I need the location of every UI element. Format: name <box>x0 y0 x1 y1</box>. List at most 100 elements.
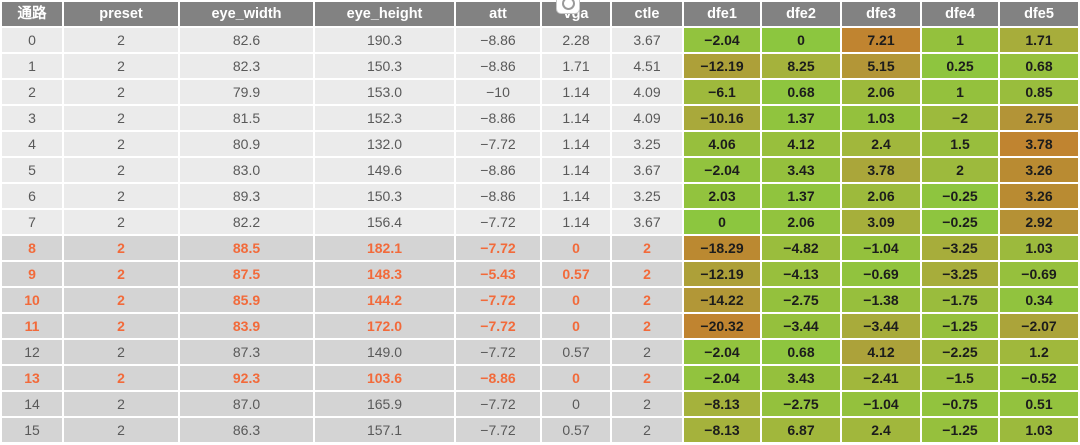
dfe5-cell[interactable]: 3.26 <box>1000 158 1078 182</box>
dfe4-cell[interactable]: −1.25 <box>922 418 998 442</box>
ctle-cell[interactable]: 3.25 <box>612 184 682 208</box>
col-header-preset[interactable]: preset <box>64 2 178 26</box>
eye-width-cell[interactable]: 85.9 <box>180 288 313 312</box>
channel-cell[interactable]: 3 <box>2 106 62 130</box>
eye-height-cell[interactable]: 103.6 <box>315 366 454 390</box>
dfe2-cell[interactable]: −4.82 <box>762 236 840 260</box>
dfe1-cell[interactable]: −2.04 <box>684 340 760 364</box>
ctle-cell[interactable]: 2 <box>612 236 682 260</box>
vga-cell[interactable]: 1.14 <box>542 184 610 208</box>
channel-cell[interactable]: 1 <box>2 54 62 78</box>
dfe1-cell[interactable]: 2.03 <box>684 184 760 208</box>
dfe4-cell[interactable]: −0.25 <box>922 210 998 234</box>
att-cell[interactable]: −10 <box>456 80 540 104</box>
att-cell[interactable]: −7.72 <box>456 392 540 416</box>
col-header-att[interactable]: att <box>456 2 540 26</box>
dfe2-cell[interactable]: 8.25 <box>762 54 840 78</box>
att-cell[interactable]: −7.72 <box>456 314 540 338</box>
dfe4-cell[interactable]: 2 <box>922 158 998 182</box>
preset-cell[interactable]: 2 <box>64 418 178 442</box>
dfe3-cell[interactable]: −1.38 <box>842 288 920 312</box>
att-cell[interactable]: −7.72 <box>456 132 540 156</box>
vga-cell[interactable]: 0 <box>542 288 610 312</box>
att-cell[interactable]: −7.72 <box>456 288 540 312</box>
channel-cell[interactable]: 12 <box>2 340 62 364</box>
vga-cell[interactable]: 0 <box>542 392 610 416</box>
dfe1-cell[interactable]: 0 <box>684 210 760 234</box>
channel-cell[interactable]: 0 <box>2 28 62 52</box>
preset-cell[interactable]: 2 <box>64 288 178 312</box>
col-header-dfe3[interactable]: dfe3 <box>842 2 920 26</box>
dfe5-cell[interactable]: −2.07 <box>1000 314 1078 338</box>
channel-cell[interactable]: 13 <box>2 366 62 390</box>
dfe2-cell[interactable]: 1.37 <box>762 184 840 208</box>
dfe5-cell[interactable]: 2.75 <box>1000 106 1078 130</box>
dfe1-cell[interactable]: −18.29 <box>684 236 760 260</box>
vga-cell[interactable]: 1.14 <box>542 132 610 156</box>
dfe3-cell[interactable]: 3.09 <box>842 210 920 234</box>
preset-cell[interactable]: 2 <box>64 340 178 364</box>
eye-width-cell[interactable]: 89.3 <box>180 184 313 208</box>
dfe3-cell[interactable]: 2.4 <box>842 418 920 442</box>
dfe3-cell[interactable]: −1.04 <box>842 392 920 416</box>
channel-cell[interactable]: 5 <box>2 158 62 182</box>
dfe3-cell[interactable]: 4.12 <box>842 340 920 364</box>
dfe3-cell[interactable]: 2.4 <box>842 132 920 156</box>
ctle-cell[interactable]: 4.09 <box>612 106 682 130</box>
eye-width-cell[interactable]: 87.0 <box>180 392 313 416</box>
dfe4-cell[interactable]: −1.75 <box>922 288 998 312</box>
ctle-cell[interactable]: 2 <box>612 262 682 286</box>
preset-cell[interactable]: 2 <box>64 54 178 78</box>
dfe2-cell[interactable]: 0 <box>762 28 840 52</box>
att-cell[interactable]: −7.72 <box>456 210 540 234</box>
dfe3-cell[interactable]: −3.44 <box>842 314 920 338</box>
dfe1-cell[interactable]: −2.04 <box>684 158 760 182</box>
eye-width-cell[interactable]: 80.9 <box>180 132 313 156</box>
att-cell[interactable]: −8.86 <box>456 28 540 52</box>
col-header-dfe5[interactable]: dfe5 <box>1000 2 1078 26</box>
vga-cell[interactable]: 2.28 <box>542 28 610 52</box>
dfe1-cell[interactable]: −2.04 <box>684 366 760 390</box>
channel-cell[interactable]: 11 <box>2 314 62 338</box>
ctle-cell[interactable]: 2 <box>612 340 682 364</box>
preset-cell[interactable]: 2 <box>64 262 178 286</box>
dfe2-cell[interactable]: 4.12 <box>762 132 840 156</box>
dfe5-cell[interactable]: 0.68 <box>1000 54 1078 78</box>
att-cell[interactable]: −8.86 <box>456 106 540 130</box>
dfe3-cell[interactable]: 2.06 <box>842 80 920 104</box>
preset-cell[interactable]: 2 <box>64 236 178 260</box>
dfe1-cell[interactable]: −20.32 <box>684 314 760 338</box>
vga-cell[interactable]: 0 <box>542 236 610 260</box>
dfe5-cell[interactable]: 3.78 <box>1000 132 1078 156</box>
eye-width-cell[interactable]: 81.5 <box>180 106 313 130</box>
channel-cell[interactable]: 14 <box>2 392 62 416</box>
vga-cell[interactable]: 0 <box>542 314 610 338</box>
col-header-eye-height[interactable]: eye_height <box>315 2 454 26</box>
eye-height-cell[interactable]: 132.0 <box>315 132 454 156</box>
dfe2-cell[interactable]: −3.44 <box>762 314 840 338</box>
dfe5-cell[interactable]: 2.92 <box>1000 210 1078 234</box>
dfe3-cell[interactable]: 5.15 <box>842 54 920 78</box>
dfe3-cell[interactable]: −2.41 <box>842 366 920 390</box>
preset-cell[interactable]: 2 <box>64 28 178 52</box>
ctle-cell[interactable]: 3.67 <box>612 158 682 182</box>
eye-height-cell[interactable]: 152.3 <box>315 106 454 130</box>
dfe2-cell[interactable]: −4.13 <box>762 262 840 286</box>
channel-cell[interactable]: 7 <box>2 210 62 234</box>
dfe4-cell[interactable]: −0.75 <box>922 392 998 416</box>
eye-width-cell[interactable]: 92.3 <box>180 366 313 390</box>
ctle-cell[interactable]: 2 <box>612 418 682 442</box>
dfe1-cell[interactable]: −10.16 <box>684 106 760 130</box>
dfe5-cell[interactable]: 1.71 <box>1000 28 1078 52</box>
dfe4-cell[interactable]: −1.25 <box>922 314 998 338</box>
att-cell[interactable]: −7.72 <box>456 418 540 442</box>
dfe4-cell[interactable]: 1 <box>922 80 998 104</box>
eye-height-cell[interactable]: 150.3 <box>315 184 454 208</box>
att-cell[interactable]: −7.72 <box>456 340 540 364</box>
dfe2-cell[interactable]: 3.43 <box>762 158 840 182</box>
dfe2-cell[interactable]: 2.06 <box>762 210 840 234</box>
dfe1-cell[interactable]: −2.04 <box>684 28 760 52</box>
eye-height-cell[interactable]: 157.1 <box>315 418 454 442</box>
eye-height-cell[interactable]: 144.2 <box>315 288 454 312</box>
preset-cell[interactable]: 2 <box>64 366 178 390</box>
